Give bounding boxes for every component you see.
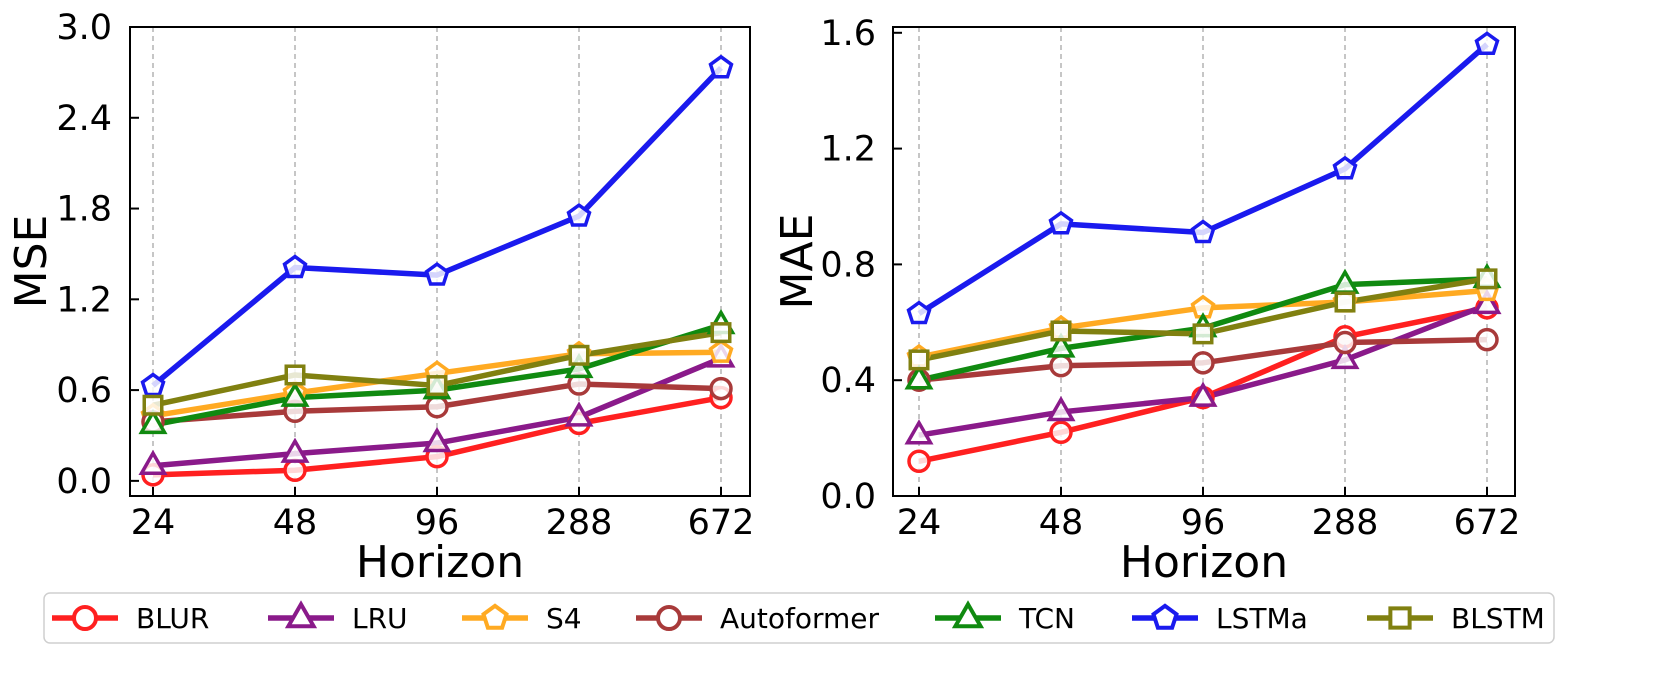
- data-point-tcn: [564, 352, 594, 379]
- data-point-lstma: [1474, 31, 1500, 56]
- y-tick-label: 0.4: [820, 361, 876, 401]
- x-axis-label: Horizon: [356, 537, 524, 588]
- data-point-lru: [1472, 288, 1502, 315]
- legend-label: S4: [546, 602, 582, 635]
- data-point-blstm: [142, 394, 164, 416]
- data-point-blur: [1049, 420, 1073, 445]
- data-point-lru: [280, 437, 310, 463]
- data-point-tcn: [1046, 332, 1076, 358]
- x-tick-label: 672: [688, 503, 755, 543]
- legend-entry-blstm: BLSTM: [1367, 602, 1545, 635]
- data-point-lstma: [906, 300, 932, 325]
- data-point-blstm: [1050, 320, 1072, 342]
- data-point-blstm: [568, 344, 590, 366]
- legend-entry-lru: LRU: [268, 600, 408, 635]
- legend-label: LRU: [352, 602, 408, 635]
- y-tick-label: 1.6: [820, 14, 876, 54]
- data-point-blur: [283, 458, 307, 483]
- legend-marker: [1151, 603, 1179, 630]
- x-tick-label: 96: [415, 503, 460, 543]
- data-point-autoformer: [1191, 351, 1215, 375]
- data-point-lru: [422, 427, 452, 453]
- data-point-lru: [138, 449, 168, 475]
- data-point-lstma: [282, 254, 308, 279]
- legend: BLUR LRU S4 Autoformer TCN LSTMa BLSTM: [43, 592, 1555, 644]
- y-tick-label: 0.0: [56, 462, 112, 502]
- x-tick-label: 96: [1181, 503, 1226, 543]
- data-point-blstm: [284, 364, 306, 386]
- x-tick-label: 288: [1312, 503, 1379, 543]
- legend-label: BLUR: [136, 602, 209, 635]
- data-point-lstma: [1048, 210, 1074, 235]
- plot-frame: [129, 26, 751, 497]
- data-point-lru: [1188, 381, 1218, 407]
- data-point-lstma: [424, 261, 450, 286]
- y-tick-label: 1.2: [820, 130, 876, 170]
- data-point-blstm: [426, 375, 448, 397]
- data-point-blstm: [908, 349, 930, 371]
- data-point-autoformer: [1333, 330, 1357, 355]
- x-axis-label: Horizon: [1120, 537, 1288, 588]
- data-point-blur: [907, 449, 931, 474]
- legend-marker: [481, 603, 509, 630]
- y-tick-label: 1.8: [56, 190, 112, 230]
- data-point-tcn: [280, 381, 310, 407]
- legend-marker: [284, 600, 318, 629]
- x-tick-label: 672: [1454, 503, 1521, 543]
- legend-entry-lstma: LSTMa: [1132, 602, 1308, 635]
- legend-label: Autoformer: [720, 602, 880, 635]
- y-axis-label: MAE: [772, 214, 823, 310]
- y-tick-label: 0.0: [820, 477, 876, 517]
- data-point-lstma: [708, 54, 734, 79]
- data-point-tcn: [904, 364, 934, 390]
- legend-marker: [1388, 606, 1412, 630]
- data-point-lstma: [1190, 219, 1216, 244]
- y-tick-label: 3.0: [56, 8, 112, 48]
- legend-label: LSTMa: [1216, 602, 1308, 635]
- data-point-blstm: [710, 322, 732, 344]
- x-tick-label: 24: [897, 503, 942, 543]
- data-point-lstma: [140, 372, 166, 397]
- legend-entry-s4: S4: [462, 602, 582, 635]
- data-point-tcn: [138, 408, 168, 435]
- data-point-lru: [564, 401, 594, 427]
- y-tick-label: 0.8: [820, 245, 876, 285]
- mae-panel: 0.0 0.4 0.8 1.2 1.6 24 48 96 288 672 Horizon MAE: [772, 14, 1520, 588]
- legend-entry-blur: BLUR: [52, 602, 209, 635]
- data-point-autoformer: [425, 394, 449, 419]
- data-point-s4: [708, 339, 734, 363]
- y-axis-label: MSE: [6, 215, 57, 309]
- y-tick-label: 1.2: [56, 280, 112, 320]
- x-tick-label: 288: [546, 503, 613, 543]
- legend-box: [43, 592, 1555, 644]
- data-point-lru: [904, 419, 934, 445]
- x-tick-label: 48: [273, 503, 318, 543]
- y-tick-label: 2.4: [56, 99, 112, 139]
- legend-marker: [72, 605, 98, 631]
- data-point-blstm: [1192, 323, 1214, 345]
- y-tick-label: 0.6: [56, 371, 112, 411]
- data-point-blstm: [1476, 268, 1498, 290]
- x-tick-label: 24: [131, 503, 176, 543]
- legend-marker: [656, 605, 682, 631]
- legend-marker: [951, 600, 985, 629]
- mse-panel: 0.0 0.6 1.2 1.8 2.4 3.0 24 48 96 288 672 Horizon MSE: [6, 8, 754, 588]
- data-point-autoformer: [1475, 327, 1499, 352]
- data-point-blstm: [1334, 291, 1356, 313]
- legend-label: BLSTM: [1451, 602, 1545, 635]
- data-point-lru: [1330, 343, 1360, 370]
- data-point-lru: [1046, 396, 1076, 422]
- legend-entry-tcn: TCN: [935, 600, 1075, 635]
- data-point-lstma: [1332, 155, 1358, 180]
- legend-label: TCN: [1018, 602, 1075, 635]
- data-point-autoformer: [1049, 353, 1073, 378]
- data-point-lstma: [566, 202, 592, 227]
- data-point-autoformer: [709, 376, 733, 401]
- legend-entry-autoformer: Autoformer: [636, 602, 880, 635]
- x-tick-label: 48: [1039, 503, 1084, 543]
